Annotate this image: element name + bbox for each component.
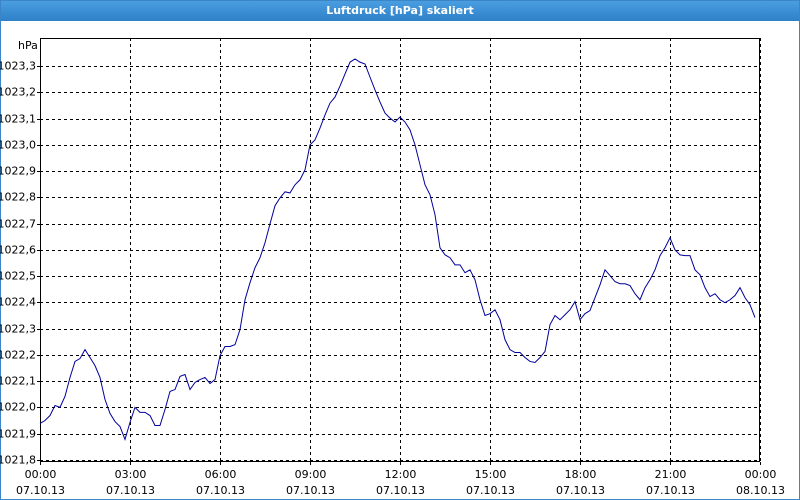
- x-tick-label: 03:00: [115, 468, 147, 481]
- x-tick-label: 07.10.13: [106, 484, 155, 497]
- y-tick-label: 1022,0: [0, 401, 36, 414]
- y-tick-label: 1022,1: [0, 375, 36, 388]
- y-tick-label: 1022,4: [0, 296, 36, 309]
- y-tick-label: 1021,9: [0, 428, 36, 441]
- x-tick-label: 08.10.13: [736, 484, 785, 497]
- x-tick-label: 07.10.13: [646, 484, 695, 497]
- x-tick-label: 12:00: [385, 468, 417, 481]
- y-axis-label: hPa: [18, 39, 38, 52]
- y-tick-label: 1022,7: [0, 218, 36, 231]
- y-tick-label: 1023,3: [0, 60, 36, 73]
- y-tick-label: 1022,2: [0, 349, 36, 362]
- data-line: [39, 58, 756, 441]
- x-tick-label: 07.10.13: [16, 484, 65, 497]
- x-tick-label: 21:00: [655, 468, 687, 481]
- y-tick-label: 1021,8: [0, 454, 36, 467]
- y-tick-label: 1023,1: [0, 113, 36, 126]
- x-tick-label: 09:00: [295, 468, 327, 481]
- x-tick-label: 07.10.13: [556, 484, 605, 497]
- x-tick-label: 07.10.13: [196, 484, 245, 497]
- y-tick-label: 1022,6: [0, 244, 36, 257]
- x-tick-label: 18:00: [565, 468, 597, 481]
- y-tick-label: 1022,5: [0, 270, 36, 283]
- y-tick-label: 1022,9: [0, 165, 36, 178]
- x-tick-label: 07.10.13: [376, 484, 425, 497]
- title-bar: Luftdruck [hPa] skaliert: [1, 1, 799, 21]
- x-tick-label: 07.10.13: [466, 484, 515, 497]
- x-tick-label: 06:00: [205, 468, 237, 481]
- y-tick-label: 1023,2: [0, 86, 36, 99]
- x-tick-label: 00:00: [25, 468, 57, 481]
- x-tick-label: 07.10.13: [286, 484, 335, 497]
- x-tick-label: 00:00: [745, 468, 777, 481]
- y-tick-label: 1022,8: [0, 191, 36, 204]
- y-tick-label: 1023,0: [0, 139, 36, 152]
- x-tick-label: 15:00: [475, 468, 507, 481]
- plot-frame: [40, 38, 760, 462]
- y-tick-label: 1022,3: [0, 323, 36, 336]
